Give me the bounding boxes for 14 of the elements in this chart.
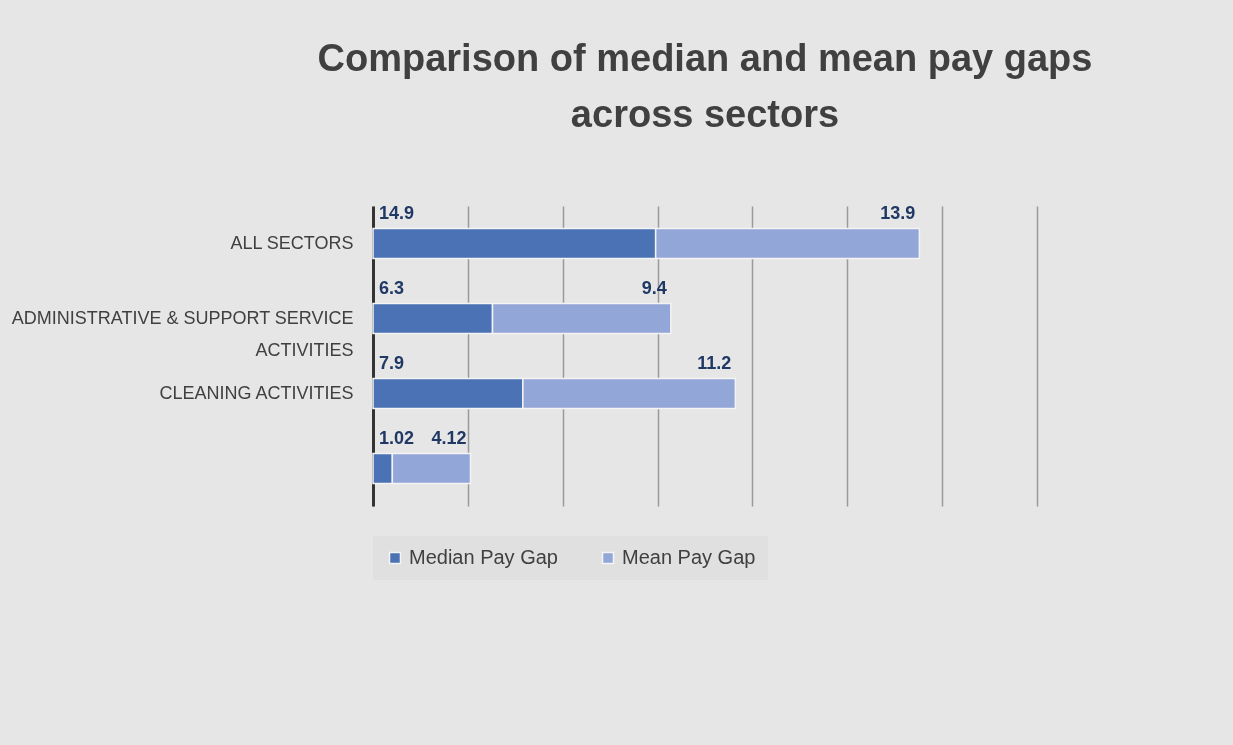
data-label: 7.9: [379, 352, 405, 373]
data-label: 1.02: [379, 427, 415, 448]
legend-label: Mean Pay Gap: [622, 546, 756, 568]
y-tick-label: ADMINISTRATIVE & SUPPORT SERVICE ACTIVITIES: [11, 307, 354, 360]
data-label: 14.9: [379, 202, 415, 223]
legend-label: Median Pay Gap: [409, 546, 558, 568]
y-tick-label: CLEANING ACTIVITIES: [159, 382, 354, 403]
data-label: 9.4: [641, 277, 667, 298]
y-tick-label: ALL SECTORS: [230, 232, 354, 253]
data-label: 4.12: [431, 427, 467, 448]
chart-title: Comparison of median and mean pay gaps across sectors: [317, 36, 1093, 135]
data-label: 13.9: [880, 202, 916, 223]
data-label: 6.3: [379, 277, 405, 298]
data-label: 11.2: [697, 352, 732, 373]
